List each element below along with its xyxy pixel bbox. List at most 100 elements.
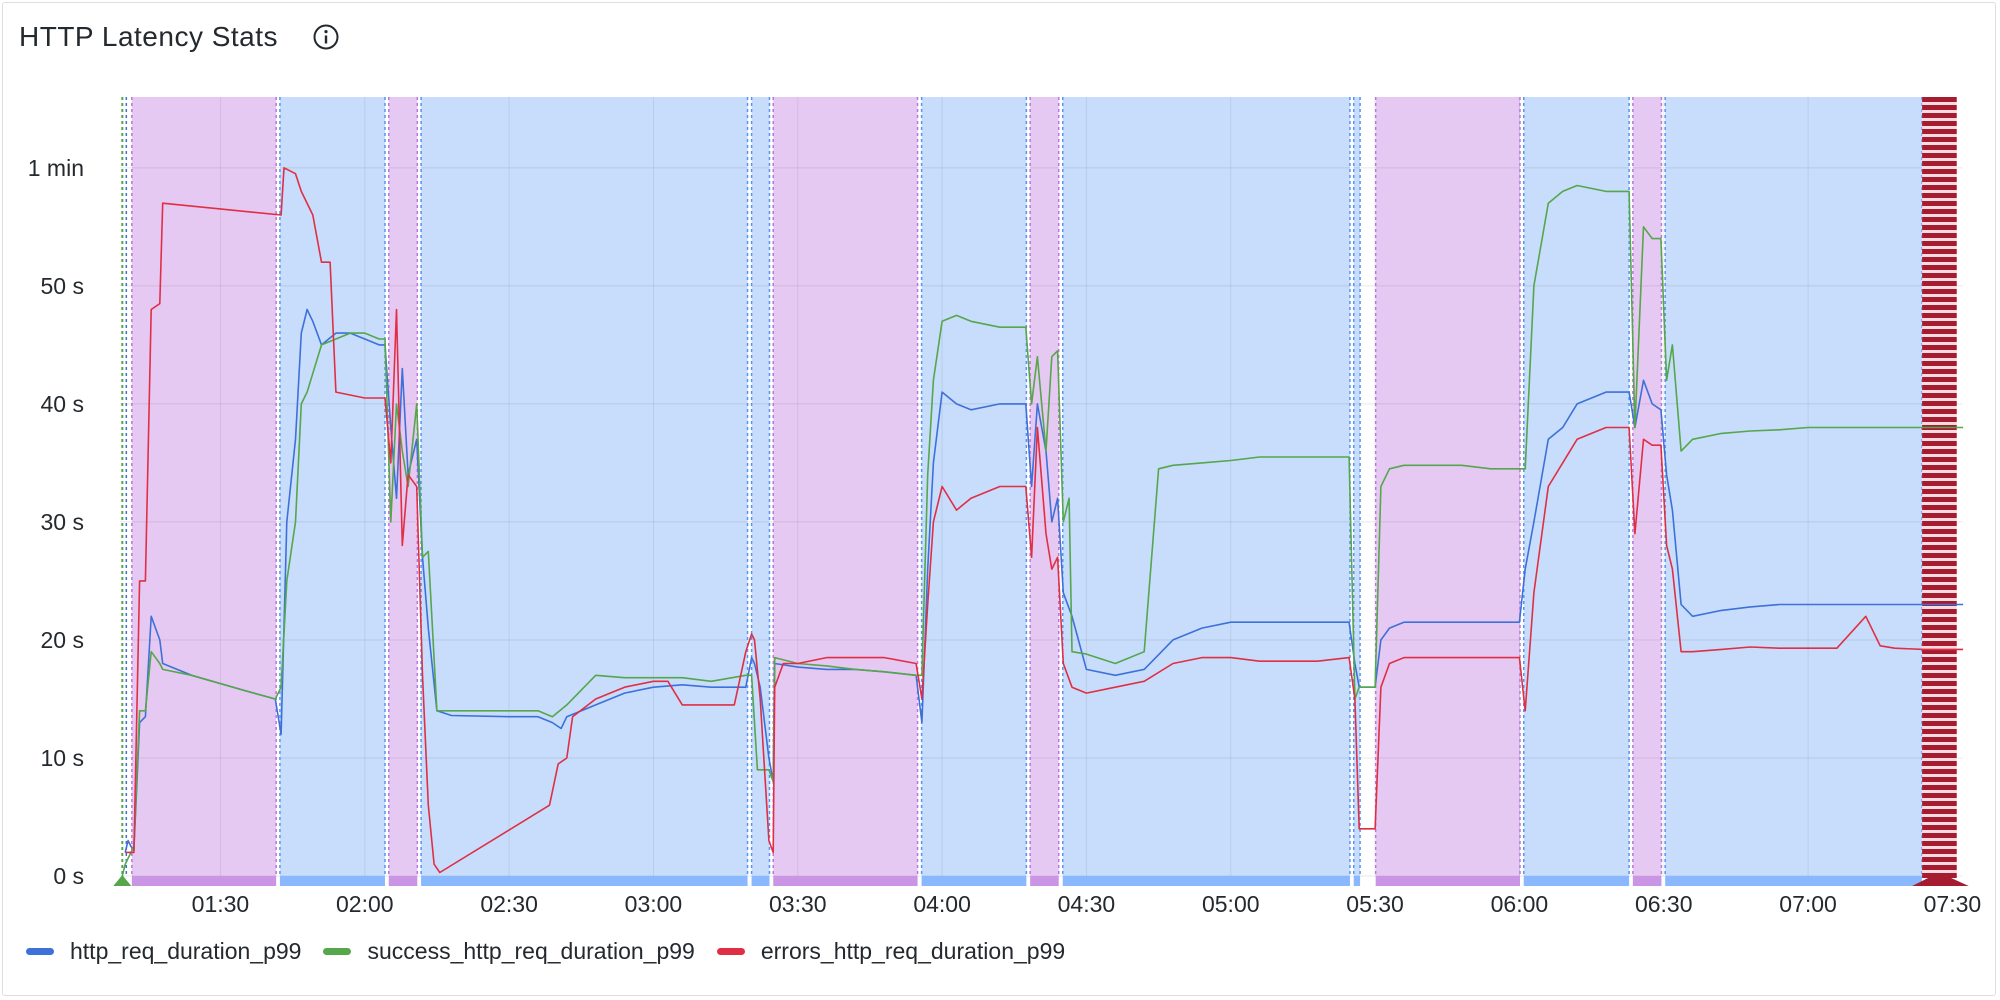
alert-band-stripe-77 [1922, 713, 1957, 718]
alert-band-stripe-0 [1922, 97, 1957, 102]
x-tick-label: 05:30 [1346, 891, 1404, 917]
alert-band-stripe-31 [1922, 345, 1957, 350]
x-tick-label: 01:30 [192, 891, 250, 917]
alert-band-stripe-96 [1922, 865, 1957, 870]
alert-band-stripe-54 [1922, 529, 1957, 534]
annotation-marker-11[interactable] [1523, 876, 1630, 886]
annotation-marker-10[interactable] [1375, 876, 1520, 886]
alert-band-marker[interactable] [1912, 876, 1969, 886]
alert-band-stripe-55 [1922, 537, 1957, 542]
y-tick-label: 40 s [41, 391, 84, 417]
alert-band-stripe-70 [1922, 657, 1957, 662]
x-tick-label: 07:00 [1779, 891, 1837, 917]
alert-band-stripe-93 [1922, 841, 1957, 846]
alert-band-stripe-7 [1922, 153, 1957, 158]
alert-band-stripe-60 [1922, 577, 1957, 582]
alert-band-stripe-12 [1922, 193, 1957, 198]
alert-band-stripe-82 [1922, 753, 1957, 758]
annotation-region-0 [131, 97, 277, 876]
alert-band-stripe-66 [1922, 625, 1957, 630]
alert-band-stripe-35 [1922, 377, 1957, 382]
alert-band-stripe-42 [1922, 433, 1957, 438]
alert-band-stripe-97 [1922, 873, 1957, 878]
alert-band-stripe-38 [1922, 401, 1957, 406]
alert-band-stripe-8 [1922, 161, 1957, 166]
alert-band-stripe-95 [1922, 857, 1957, 862]
annotation-marker-1[interactable] [279, 876, 385, 886]
alert-band-stripe-59 [1922, 569, 1957, 574]
alert-band-stripe-57 [1922, 553, 1957, 558]
annotation-region-4 [751, 97, 770, 876]
latency-chart[interactable]: 0 s 10 s 20 s 30 s 40 s 50 s 1 min 01:30 02:00 02… [0, 0, 2000, 930]
alert-band-stripe-92 [1922, 833, 1957, 838]
annotation-marker-12[interactable] [1632, 876, 1662, 886]
alert-band-stripe-39 [1922, 409, 1957, 414]
series-line-errors-http-req-duration-p99[interactable] [125, 167, 1964, 874]
annotation-region-13 [1665, 97, 1923, 876]
alert-band-stripe-76 [1922, 705, 1957, 710]
alert-band-stripe-72 [1922, 673, 1957, 678]
alert-band-stripe-65 [1922, 617, 1957, 622]
y-tick-label: 50 s [41, 273, 84, 299]
info-circle-icon[interactable] [312, 23, 340, 51]
alert-band-stripe-44 [1922, 449, 1957, 454]
alert-band-stripe-28 [1922, 321, 1957, 326]
alert-band-stripe-75 [1922, 697, 1957, 702]
annotation-marker-6[interactable] [921, 876, 1027, 886]
legend-item-success-http-req-duration-p99[interactable]: success_http_req_duration_p99 [323, 938, 695, 965]
y-tick-label: 10 s [41, 745, 84, 771]
annotation-marker-13[interactable] [1665, 876, 1923, 886]
annotation-marker-5[interactable] [773, 876, 918, 886]
legend-item-errors-http-req-duration-p99[interactable]: errors_http_req_duration_p99 [716, 938, 1066, 965]
alert-band-stripe-53 [1922, 521, 1957, 526]
alert-band-stripe-13 [1922, 201, 1957, 206]
alert-band-stripe-79 [1922, 729, 1957, 734]
annotation-marker-9[interactable] [1353, 876, 1361, 886]
alert-band-stripe-10 [1922, 177, 1957, 182]
alert-band-stripe-58 [1922, 561, 1957, 566]
alert-band-stripe-52 [1922, 513, 1957, 518]
alert-band-stripe-5 [1922, 137, 1957, 142]
alert-band-stripe-34 [1922, 369, 1957, 374]
alert-band-stripe-73 [1922, 681, 1957, 686]
alert-band-stripe-89 [1922, 809, 1957, 814]
legend: http_req_duration_p99 success_http_req_du… [26, 938, 1065, 965]
annotation-marker-3[interactable] [421, 876, 748, 886]
alert-band-stripe-78 [1922, 721, 1957, 726]
annotation-region-12 [1632, 97, 1662, 876]
annotation-marker-0[interactable] [131, 876, 277, 886]
alert-band-stripe-45 [1922, 457, 1957, 462]
y-tick-label: 30 s [41, 509, 84, 535]
alert-band-stripe-86 [1922, 785, 1957, 790]
alert-band-stripe-29 [1922, 329, 1957, 334]
alert-band-stripe-3 [1922, 121, 1957, 126]
panel-header: HTTP Latency Stats [19, 19, 340, 55]
alert-band-stripe-20 [1922, 257, 1957, 262]
alert-band-stripe-94 [1922, 849, 1957, 854]
alert-band-stripe-27 [1922, 313, 1957, 318]
alert-band-stripe-69 [1922, 649, 1957, 654]
alert-band-stripe-91 [1922, 825, 1957, 830]
alert-band-stripe-62 [1922, 593, 1957, 598]
y-tick-label: 1 min [28, 155, 84, 181]
annotation-marker-4[interactable] [751, 876, 770, 886]
alert-band-stripe-74 [1922, 689, 1957, 694]
alert-band-stripe-24 [1922, 289, 1957, 294]
legend-item-http-req-duration-p99[interactable]: http_req_duration_p99 [26, 938, 301, 965]
annotation-marker-2[interactable] [388, 876, 418, 886]
y-tick-label: 20 s [41, 627, 84, 653]
alert-band-stripe-33 [1922, 361, 1957, 366]
annotation-marker-7[interactable] [1030, 876, 1059, 886]
x-tick-label: 02:00 [336, 891, 394, 917]
annotation-region-8 [1062, 97, 1350, 876]
alert-band-stripe-43 [1922, 441, 1957, 446]
alert-band-stripe-17 [1922, 233, 1957, 238]
alert-band-stripe-51 [1922, 505, 1957, 510]
alert-band-stripe-9 [1922, 169, 1957, 174]
alert-band-stripe-26 [1922, 305, 1957, 310]
annotation-marker-8[interactable] [1062, 876, 1350, 886]
x-tick-label: 06:30 [1635, 891, 1693, 917]
legend-label: errors_http_req_duration_p99 [760, 938, 1066, 964]
alert-band-stripe-23 [1922, 281, 1957, 286]
start-marker-triangle[interactable] [113, 875, 132, 886]
